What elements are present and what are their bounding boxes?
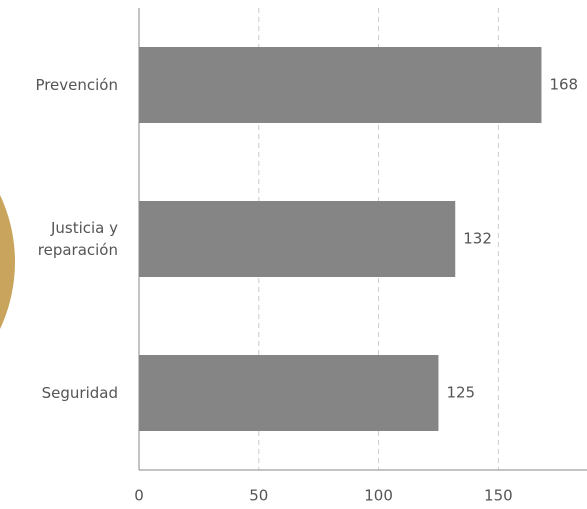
bar [139, 47, 542, 123]
decoration [0, 195, 15, 329]
x-tick-label: 0 [134, 487, 144, 505]
x-tick-label: 150 [484, 487, 513, 505]
x-tick-label: 50 [249, 487, 268, 505]
value-label: 168 [549, 76, 578, 94]
y-tick-label: Seguridad [41, 384, 118, 402]
value-label: 132 [463, 230, 492, 248]
y-tick-label: Justicia y reparación [37, 219, 118, 259]
value-label: 125 [446, 384, 475, 402]
bar [139, 355, 439, 431]
x-tick-label: 100 [364, 487, 393, 505]
bar [139, 201, 456, 277]
y-tick-label: Prevención [35, 76, 118, 94]
